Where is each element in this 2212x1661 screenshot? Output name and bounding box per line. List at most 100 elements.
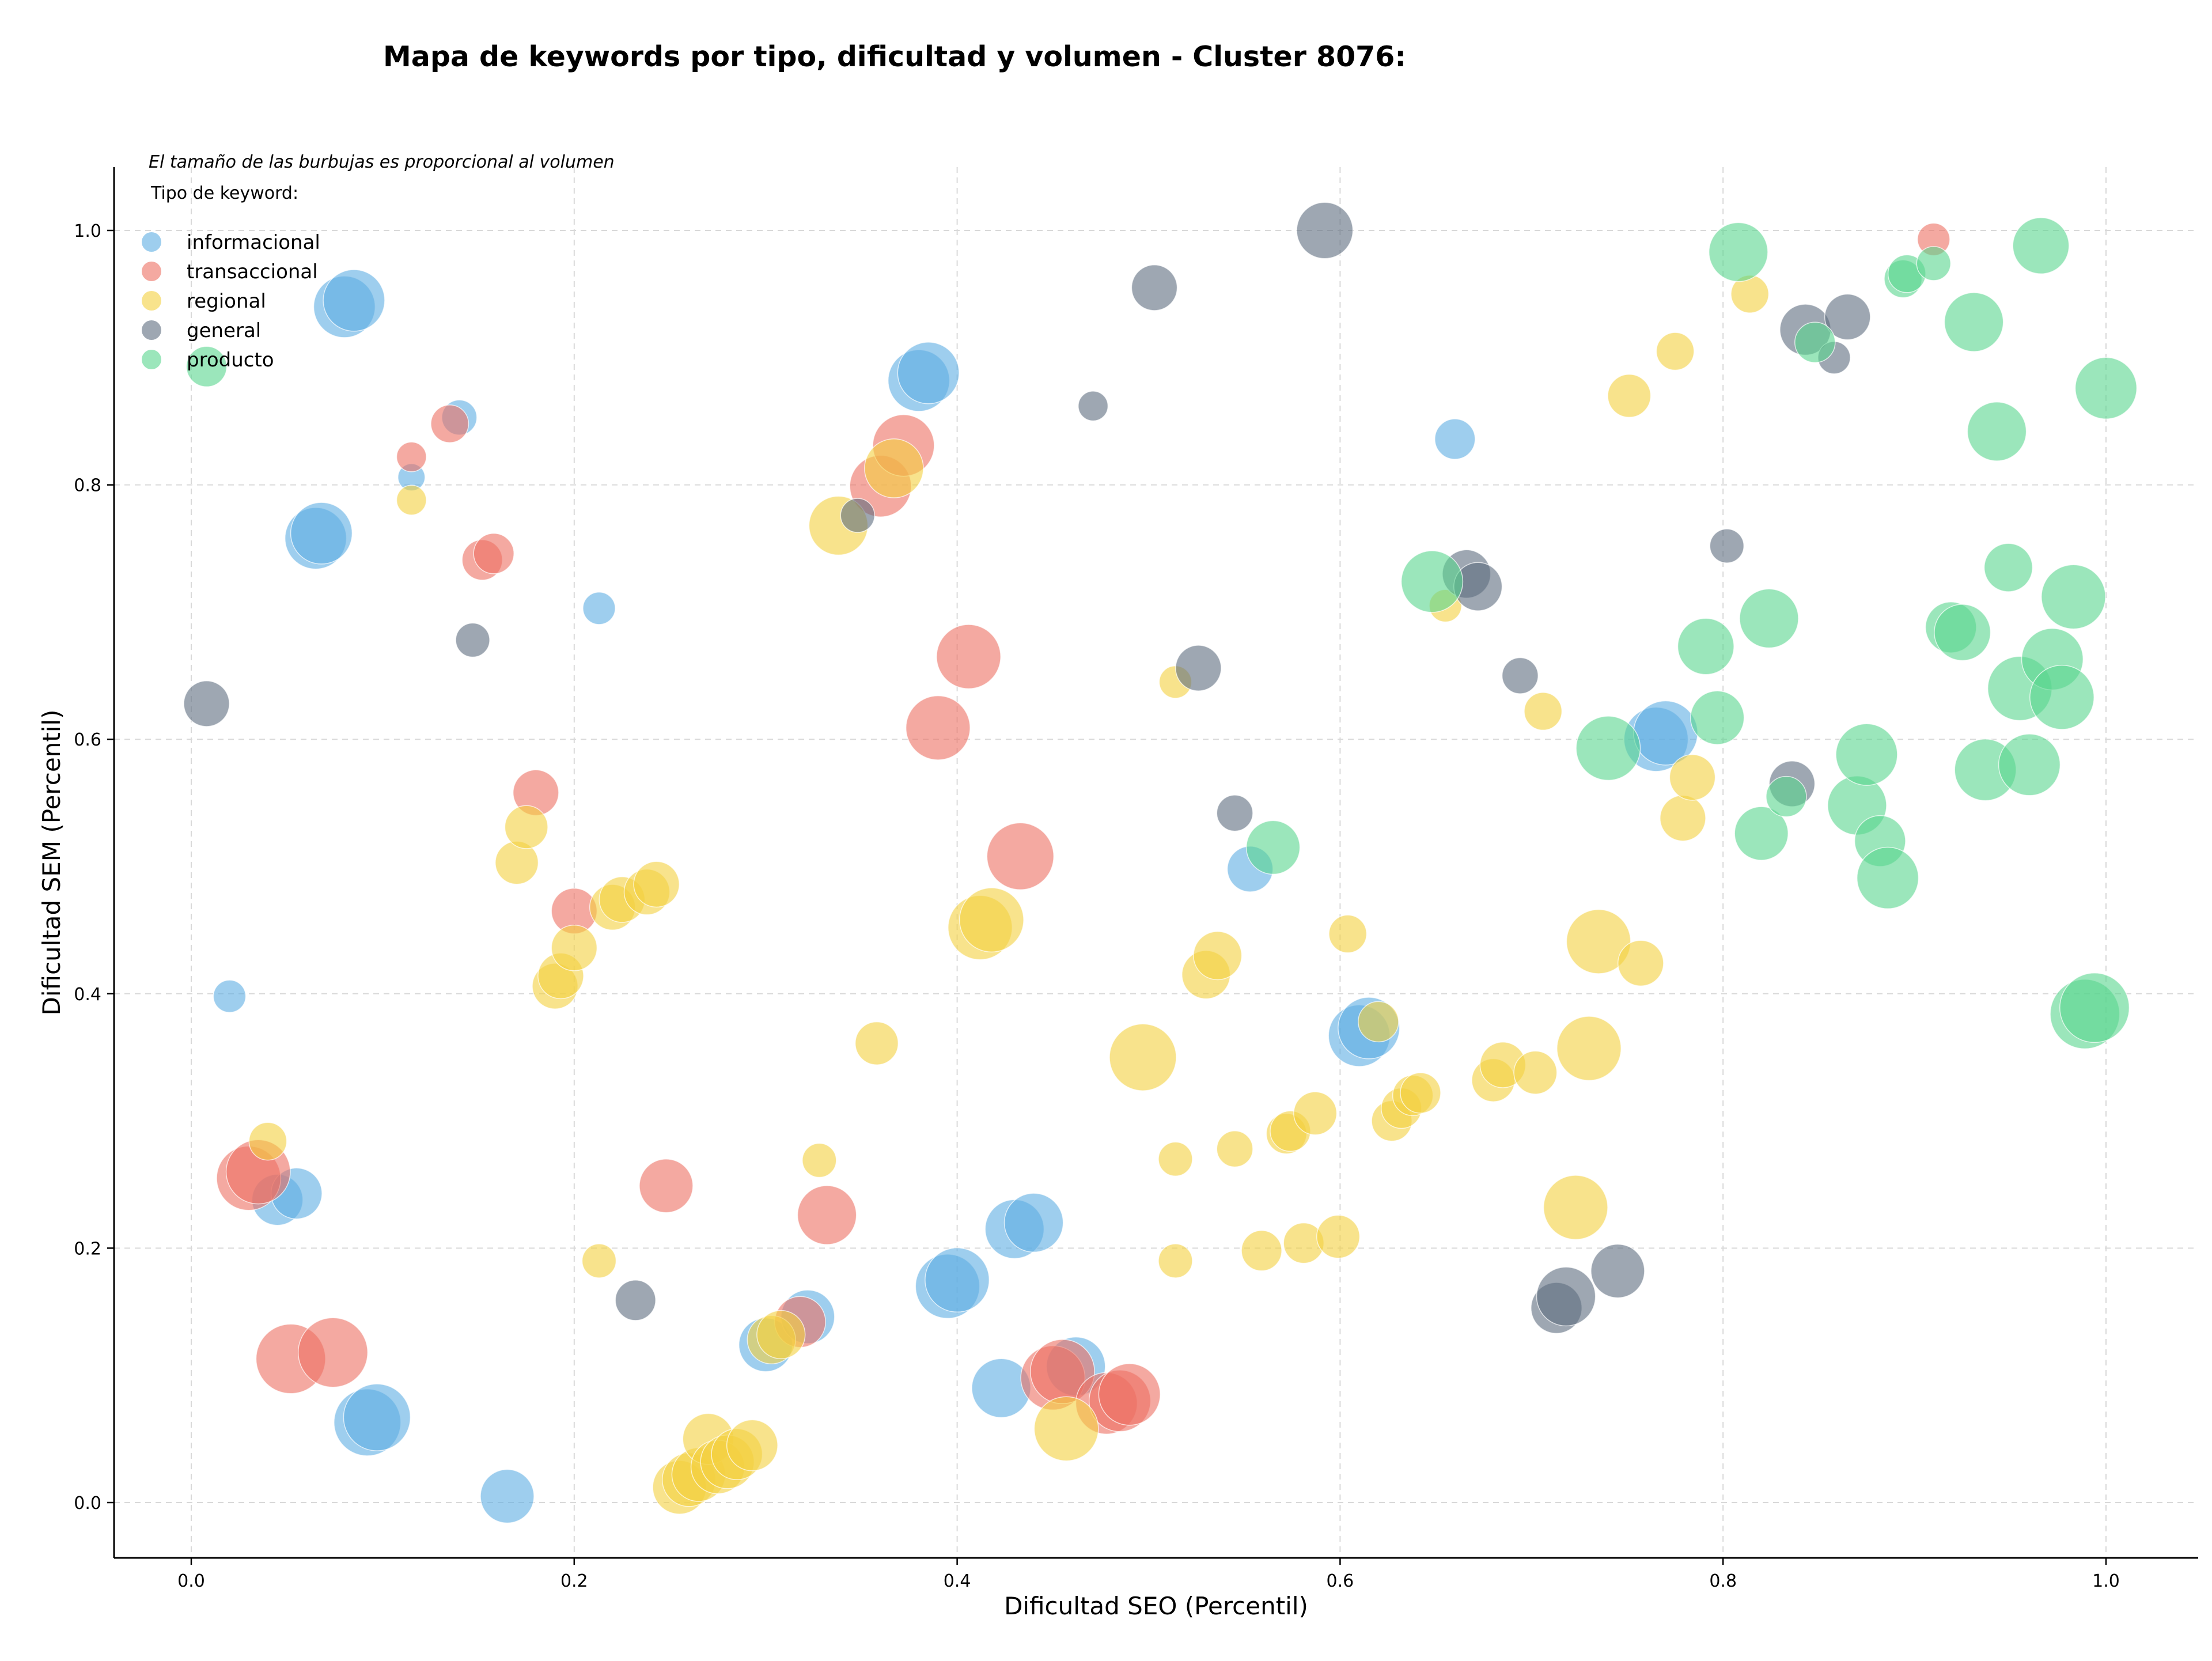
data-point-regional: [1556, 1016, 1622, 1081]
data-point-general: [1501, 657, 1539, 694]
data-point-transaccional: [1098, 1363, 1161, 1426]
legend-label-informacional: informacional: [187, 231, 320, 254]
data-point-producto: [1690, 690, 1745, 745]
data-point-producto: [1734, 806, 1789, 861]
data-point-regional: [248, 1122, 287, 1161]
data-point-regional: [396, 485, 427, 516]
series-regional: [248, 274, 1770, 1515]
data-point-regional: [1193, 930, 1243, 981]
data-point-regional: [1617, 940, 1664, 987]
data-point-regional: [1513, 1050, 1558, 1095]
data-point-regional: [1656, 332, 1695, 371]
data-point-regional: [1216, 1130, 1253, 1168]
data-point-informacional: [1003, 1193, 1064, 1253]
data-point-producto: [1934, 604, 1991, 661]
data-point-regional: [1358, 1001, 1399, 1043]
series-producto: [185, 217, 2138, 1050]
data-point-informacional: [290, 502, 353, 565]
x-ticks: 0.0 0.2 0.4 0.6 0.8 1.0: [177, 1558, 2120, 1591]
data-point-informacional: [323, 269, 385, 332]
data-point-general: [183, 680, 230, 727]
data-point-regional: [1033, 1396, 1099, 1462]
legend: El tamaño de las burbujas es proporciona…: [142, 152, 615, 372]
data-point-regional: [1524, 692, 1563, 731]
data-point-transaccional: [797, 1185, 857, 1245]
data-point-regional: [1328, 914, 1368, 954]
legend-label-general: general: [187, 319, 261, 342]
data-point-informacional: [1434, 418, 1476, 460]
data-point-regional: [1293, 1091, 1338, 1136]
chart-title: Mapa de keywords por tipo, dificultad y …: [383, 40, 1406, 73]
series-informacional: [213, 269, 1698, 1524]
x-tick-label: 1.0: [2092, 1571, 2120, 1591]
x-tick-label: 0.4: [944, 1571, 971, 1591]
data-point-producto: [1983, 543, 2033, 592]
data-point-regional: [1566, 909, 1631, 974]
data-point-transaccional: [905, 695, 971, 760]
y-tick-label: 1.0: [74, 221, 101, 241]
data-point-regional: [1316, 1214, 1361, 1259]
data-point-regional: [726, 1419, 778, 1471]
data-point-producto: [1944, 292, 2004, 352]
data-point-informacional: [582, 591, 616, 625]
data-point-regional: [1669, 754, 1716, 801]
data-point-regional: [1158, 1141, 1193, 1177]
data-point-general: [1216, 794, 1253, 832]
legend-marker-general: [142, 320, 161, 340]
y-tick-label: 0.2: [74, 1239, 101, 1259]
data-point-general: [1590, 1243, 1645, 1299]
data-point-general: [455, 622, 490, 658]
data-point-producto: [1766, 775, 1807, 818]
data-point-producto: [2041, 564, 2106, 630]
y-tick-label: 0.8: [74, 476, 101, 496]
x-tick-label: 0.8: [1709, 1571, 1737, 1591]
axes: [113, 167, 2198, 1559]
data-point-general: [1078, 391, 1109, 422]
data-point-regional: [1109, 1023, 1177, 1091]
data-point-general: [840, 498, 876, 533]
series-general: [183, 202, 1871, 1334]
data-point-informacional: [343, 1383, 411, 1451]
data-point-regional: [864, 438, 924, 498]
data-points: [183, 202, 2138, 1524]
x-tick-label: 0.0: [177, 1571, 205, 1591]
data-point-regional: [504, 805, 548, 849]
data-point-producto: [185, 346, 228, 388]
data-point-transaccional: [639, 1158, 694, 1213]
data-point-general: [1536, 1266, 1596, 1327]
data-point-producto: [1677, 618, 1734, 675]
data-point-regional: [756, 1310, 806, 1360]
data-point-producto: [1967, 402, 2027, 461]
data-point-informacional: [971, 1358, 1031, 1418]
data-point-informacional: [925, 1247, 990, 1313]
data-point-informacional: [897, 342, 960, 404]
legend-label-transaccional: transaccional: [187, 260, 318, 283]
data-point-producto: [2012, 217, 2070, 275]
legend-marker-transaccional: [142, 262, 161, 281]
data-point-transaccional: [986, 822, 1055, 891]
data-point-producto: [1245, 820, 1301, 875]
x-tick-label: 0.6: [1327, 1571, 1354, 1591]
data-point-producto: [1856, 846, 1919, 910]
legend-title: Tipo de keyword:: [150, 183, 298, 203]
data-point-informacional: [480, 1469, 535, 1524]
data-point-regional: [1543, 1175, 1608, 1240]
legend-marker-producto: [142, 350, 161, 369]
data-point-transaccional: [297, 1317, 369, 1388]
data-point-general: [1824, 293, 1871, 340]
data-point-general: [1175, 645, 1222, 691]
data-point-regional: [1158, 1243, 1193, 1278]
data-point-regional: [1660, 794, 1706, 842]
data-point-regional: [1607, 373, 1652, 418]
data-point-regional: [551, 924, 598, 971]
data-point-regional: [633, 861, 680, 908]
data-point-producto: [1835, 723, 1898, 786]
data-point-producto: [1794, 321, 1836, 364]
data-point-producto: [1916, 246, 1952, 281]
data-point-producto: [2059, 973, 2130, 1043]
data-point-producto: [2029, 664, 2094, 730]
data-point-transaccional: [936, 624, 1001, 690]
data-point-producto: [1575, 716, 1641, 781]
data-point-regional: [802, 1142, 837, 1178]
